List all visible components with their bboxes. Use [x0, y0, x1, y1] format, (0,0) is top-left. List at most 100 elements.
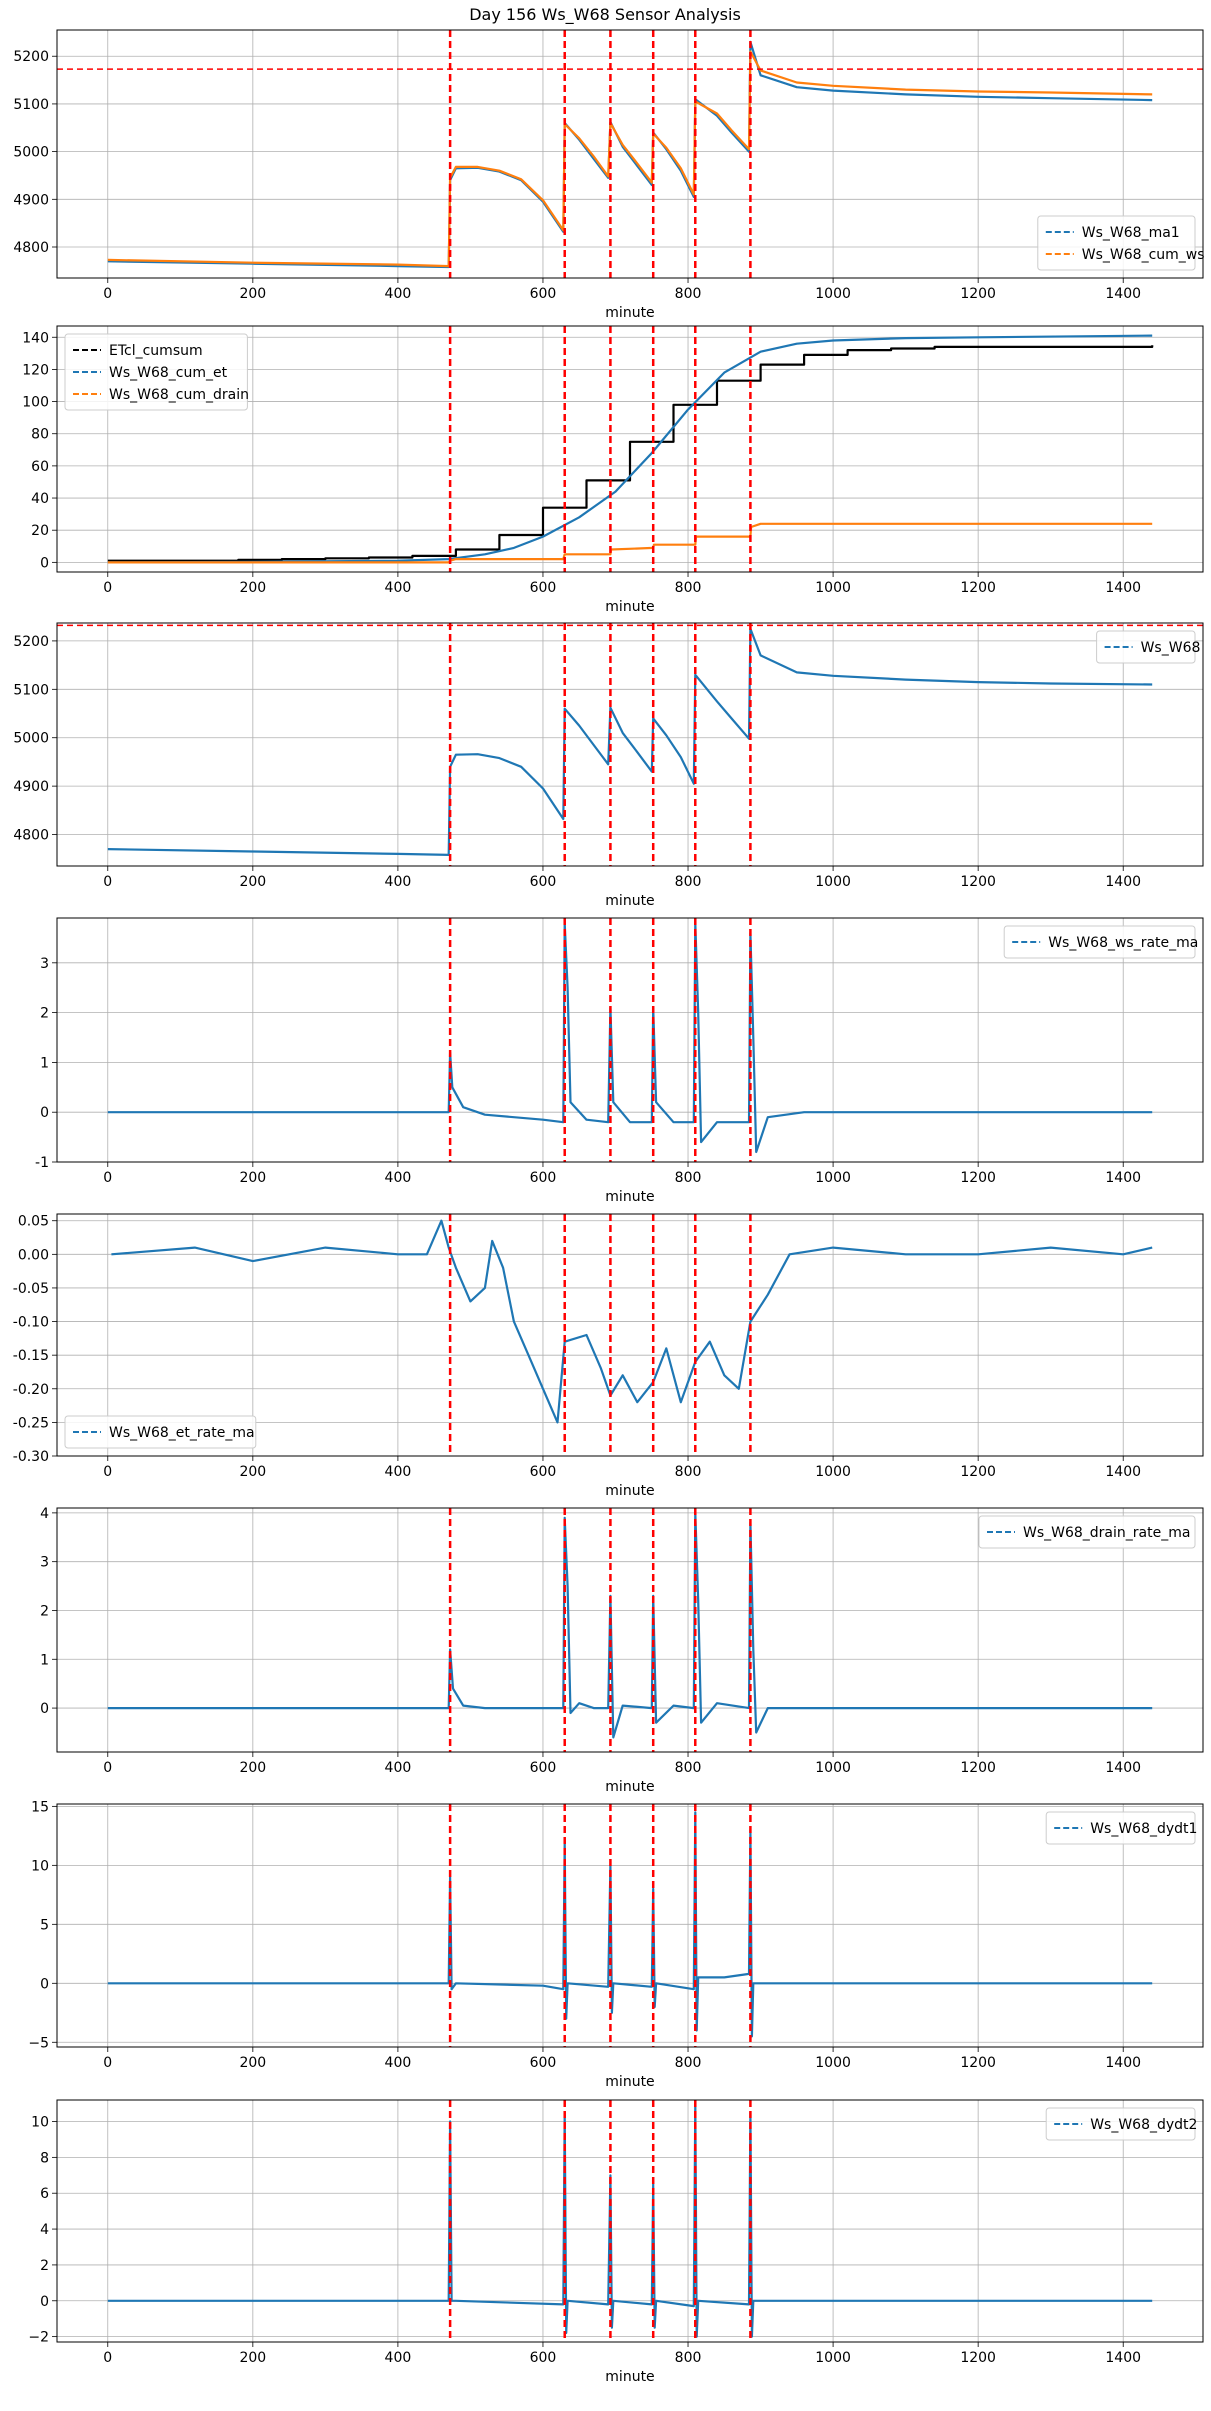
legend-box [64, 333, 248, 411]
y-tick-label: 2 [40, 1603, 49, 1619]
y-tick-label: 4900 [13, 192, 49, 208]
x-tick-label: 1000 [815, 1464, 851, 1480]
x-tick-label: 200 [239, 1760, 266, 1776]
y-tick-label: 5000 [13, 731, 49, 747]
legend-box [1037, 215, 1196, 271]
series-line-Ws_W68_cum_ws [107, 50, 1153, 268]
y-tick-label: 2 [40, 2258, 49, 2274]
axes-frame [56, 2099, 1204, 2343]
x-tick-label: 1000 [815, 286, 851, 302]
x-tick-label: 800 [675, 1760, 702, 1776]
x-axis-label: minute [605, 1779, 654, 1795]
y-tick-label: 3 [40, 956, 49, 972]
y-tick-label: -1 [35, 1155, 49, 1171]
legend-entry: Ws_W68_dydt1 [1090, 1821, 1197, 1837]
axes-frame [56, 917, 1204, 1163]
y-tick-label: -0.05 [13, 1281, 49, 1297]
y-tick-label: 1 [40, 1652, 49, 1668]
y-tick-label: −2 [28, 2330, 49, 2346]
x-tick-label: 1400 [1105, 1170, 1141, 1186]
y-tick-label: -0.20 [13, 1382, 49, 1398]
chart-panel-2: 0 200 400 600 800 1000 1200 1400 0 20 40 60 80 100 120… [22, 325, 1204, 615]
x-tick-label: 200 [239, 1464, 266, 1480]
x-tick-label: 200 [239, 1170, 266, 1186]
x-tick-label: 1200 [960, 2055, 996, 2071]
y-tick-label: 4800 [13, 240, 49, 256]
chart-panel-1: 0 200 400 600 800 1000 1200 1400 4800 4900 5000 510… [13, 29, 1205, 321]
series-line-Ws_W68_dydt1 [107, 1811, 1153, 2038]
y-tick-label: 5000 [13, 145, 49, 161]
x-tick-label: 600 [530, 1170, 557, 1186]
x-axis-label: minute [605, 1483, 654, 1499]
legend-entry: Ws_W68_cum_drain [109, 387, 249, 403]
x-tick-label: 600 [530, 874, 557, 890]
legend-box [1045, 1811, 1196, 1845]
x-tick-label: 0 [103, 1760, 112, 1776]
x-tick-label: 200 [239, 2350, 266, 2366]
y-tick-label: 4900 [13, 779, 49, 795]
x-tick-label: 1000 [815, 2055, 851, 2071]
y-tick-label: 0.05 [18, 1214, 49, 1230]
series-line-Ws_W68 [107, 627, 1153, 856]
x-tick-label: 600 [530, 1760, 557, 1776]
legend-entry: Ws_W68 [1141, 640, 1201, 656]
legend: Ws_W68 [1096, 630, 1201, 664]
legend: Ws_W68_dydt2 [1045, 2107, 1197, 2141]
x-tick-label: 600 [530, 580, 557, 596]
legend-entry: Ws_W68_drain_rate_ma [1023, 1525, 1190, 1541]
legend-box [1045, 2107, 1196, 2141]
x-tick-label: 1400 [1105, 874, 1141, 890]
y-tick-label: 6 [40, 2186, 49, 2202]
y-tick-label: 10 [31, 2115, 49, 2131]
y-tick-label: 1 [40, 1055, 49, 1071]
legend-entry: ETcl_cumsum [109, 343, 203, 359]
x-tick-label: 0 [103, 1464, 112, 1480]
y-tick-label: 80 [31, 427, 49, 443]
axes-frame [56, 1507, 1204, 1753]
x-tick-label: 200 [239, 580, 266, 596]
x-tick-label: 1200 [960, 1170, 996, 1186]
y-tick-label: 5200 [13, 49, 49, 65]
y-tick-label: 5 [40, 1917, 49, 1933]
figure-title: Day 156 Ws_W68 Sensor Analysis [469, 5, 741, 25]
x-tick-label: 200 [239, 874, 266, 890]
x-tick-label: 1000 [815, 874, 851, 890]
x-tick-label: 1000 [815, 580, 851, 596]
x-tick-label: 800 [675, 1464, 702, 1480]
x-tick-label: 600 [530, 2350, 557, 2366]
x-axis-label: minute [605, 2369, 654, 2385]
x-tick-label: 0 [103, 286, 112, 302]
x-tick-label: 400 [385, 1760, 412, 1776]
legend-box [978, 1515, 1196, 1549]
x-axis-label: minute [605, 305, 654, 321]
y-tick-label: 15 [31, 1799, 49, 1815]
x-tick-label: 400 [385, 286, 412, 302]
x-tick-label: 800 [675, 580, 702, 596]
y-tick-label: 4 [40, 1506, 49, 1522]
x-tick-label: 0 [103, 580, 112, 596]
plot-area [107, 2102, 1153, 2338]
x-tick-label: 1200 [960, 1760, 996, 1776]
legend: Ws_W68_drain_rate_ma [978, 1515, 1196, 1549]
y-tick-label: 140 [22, 330, 49, 346]
y-tick-label: 4800 [13, 828, 49, 844]
chart-panel-4: 0 200 400 600 800 1000 1200 1400 -1 0 1 2 3 minute Ws_… [35, 917, 1204, 1205]
legend-box [1003, 925, 1196, 959]
x-tick-label: 1200 [960, 874, 996, 890]
y-tick-label: 8 [40, 2150, 49, 2166]
axes-frame [56, 29, 1204, 279]
y-tick-label: 100 [22, 395, 49, 411]
x-axis-label: minute [605, 1189, 654, 1205]
plot-area [107, 40, 1153, 269]
legend-entry: Ws_W68_dydt2 [1090, 2117, 1197, 2133]
x-tick-label: 0 [103, 874, 112, 890]
x-tick-label: 1400 [1105, 1464, 1141, 1480]
legend: Ws_W68_et_rate_ma [64, 1415, 257, 1449]
x-tick-label: 200 [239, 2055, 266, 2071]
legend-entry: Ws_W68_et_rate_ma [109, 1425, 255, 1441]
legend-box [1096, 630, 1196, 664]
plot-area [111, 1219, 1153, 1424]
x-tick-label: 400 [385, 874, 412, 890]
x-tick-label: 400 [385, 1170, 412, 1186]
